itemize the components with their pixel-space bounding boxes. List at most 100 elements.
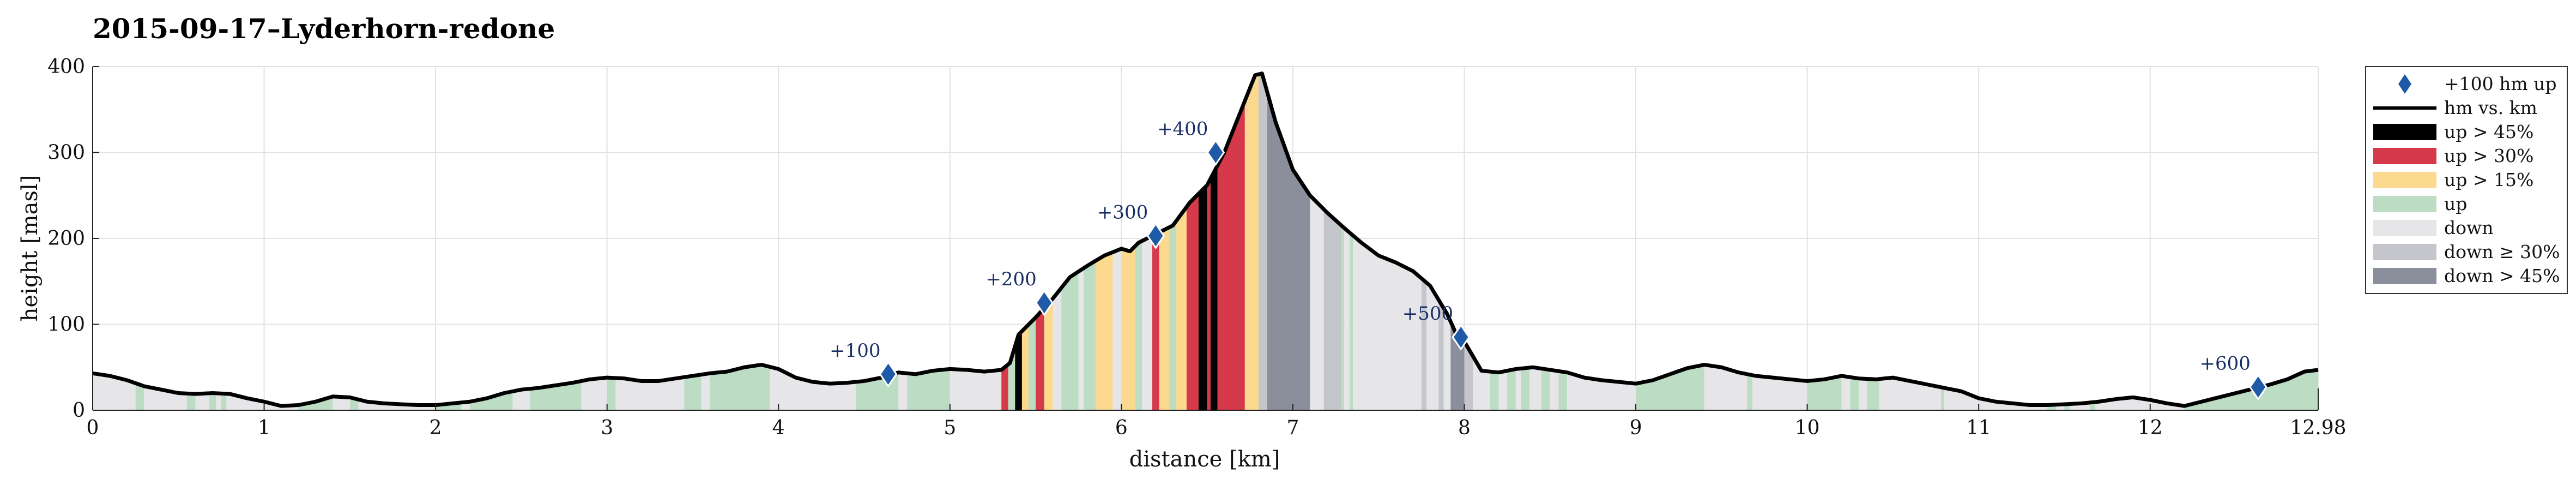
chart-title: 2015-09-17–Lyderhorn-redone (93, 13, 555, 45)
segment-down (701, 373, 710, 410)
segment-down45 (1267, 92, 1310, 410)
segment-up (187, 393, 196, 410)
segment-down (1515, 368, 1521, 410)
segment-down (1078, 268, 1084, 410)
legend: +100 hm up hm vs. km up > 45% up > 30% up > … (2365, 66, 2568, 294)
legend-swatch-down30 (2373, 244, 2436, 260)
y-tick-label: 200 (47, 227, 85, 250)
segment-down (1858, 378, 1867, 410)
segment-down (1112, 248, 1122, 410)
legend-label: hm vs. km (2444, 97, 2537, 118)
legend-label: down > 45% (2444, 265, 2560, 286)
segment-up (1029, 317, 1036, 410)
legend-label: up (2444, 193, 2467, 214)
segment-down (1344, 228, 1350, 410)
segment-up15 (1176, 207, 1187, 410)
segment-up (135, 383, 144, 410)
segment-down (615, 377, 685, 410)
segment-down (581, 378, 607, 410)
hm-marker-label: +600 (2200, 352, 2251, 374)
segment-up15 (1096, 252, 1113, 410)
segment-down30 (1259, 73, 1267, 411)
segment-down (1443, 308, 1451, 410)
x-tick-label: 4 (772, 417, 785, 439)
hm-marker (879, 361, 898, 388)
segment-down30 (1421, 278, 1427, 410)
x-tick-label: 0 (87, 417, 99, 439)
segment-down30 (1464, 342, 1473, 410)
segment-down (1498, 370, 1508, 410)
hm-marker-label: +300 (1097, 201, 1148, 223)
segment-down (1473, 356, 1490, 410)
x-tick-label: 11 (1966, 417, 1991, 439)
segment-down (216, 393, 221, 410)
segment-down (144, 386, 188, 410)
segment-up (1490, 372, 1499, 410)
legend-swatch-down45 (2373, 268, 2436, 284)
segment-up30 (1186, 194, 1199, 410)
segment-up (710, 364, 770, 410)
segment-down (1752, 375, 1807, 410)
segment-up (1521, 367, 1530, 410)
segment-up (1169, 220, 1177, 410)
segment-up (1558, 371, 1568, 410)
segment-down (1353, 235, 1422, 410)
segment-down (950, 369, 1002, 410)
hm-marker (2249, 373, 2267, 401)
legend-swatch-up30 (2373, 148, 2436, 164)
segment-up (1507, 369, 1516, 410)
x-tick-label: 9 (1630, 417, 1642, 439)
x-tick-label: 10 (1795, 417, 1820, 439)
segment-up30 (1217, 101, 1245, 410)
segment-up (1747, 374, 1752, 410)
segment-down (1704, 364, 1747, 410)
x-axis-label: distance [km] (1129, 447, 1280, 472)
segment-up (1135, 241, 1142, 410)
y-tick-label: 400 (47, 56, 85, 78)
segment-up (1084, 260, 1096, 410)
y-axis-label: height [masl] (17, 175, 43, 322)
segment-down (770, 367, 856, 410)
legend-label: up > 15% (2444, 169, 2533, 190)
x-tick-label: 12.98 (2290, 417, 2346, 439)
hm-marker-label: +200 (985, 268, 1036, 290)
segment-up (1636, 364, 1704, 410)
legend-swatch-up45 (2373, 124, 2436, 140)
legend-swatch-down (2373, 220, 2436, 236)
segment-down30 (1438, 300, 1444, 410)
x-tick-label: 12 (2138, 417, 2163, 439)
segment-up (1850, 377, 1859, 410)
segment-up (209, 393, 216, 410)
x-tick-label: 7 (1286, 417, 1299, 439)
profile-line (92, 71, 2319, 408)
segment-up (1349, 232, 1353, 410)
segment-down (1142, 236, 1152, 410)
segment-up30 (1207, 178, 1211, 410)
segment-down30 (1323, 209, 1341, 410)
x-tick-label: 2 (430, 417, 442, 439)
segment-up30 (1001, 364, 1008, 410)
hm-marker (1146, 222, 1165, 249)
y-tick-label: 0 (72, 399, 85, 422)
segment-down (512, 388, 530, 410)
segment-up (1341, 225, 1345, 410)
hm-marker-label: +500 (1402, 303, 1453, 325)
y-tick-label: 300 (47, 142, 85, 164)
segment-up (1807, 376, 1842, 410)
segment-down (195, 393, 209, 410)
segment-up (607, 378, 616, 410)
segment-down (1529, 367, 1542, 410)
legend-label: up > 30% (2444, 145, 2533, 166)
legend-swatch-up15 (2373, 172, 2436, 188)
segment-up (1867, 379, 1879, 410)
segment-up (907, 369, 950, 410)
segment-down (1841, 376, 1851, 410)
segment-down (898, 372, 908, 410)
segment-up (1940, 387, 1945, 410)
segment-up15 (1244, 74, 1259, 411)
x-tick-label: 6 (1115, 417, 1128, 439)
segment-down (1053, 288, 1062, 410)
legend-label: down ≥ 30% (2444, 241, 2560, 262)
plot-area: 0 1 2 3 4 5 6 7 8 9 10 11 12 12.980100200300400+100+2… (47, 56, 2346, 439)
